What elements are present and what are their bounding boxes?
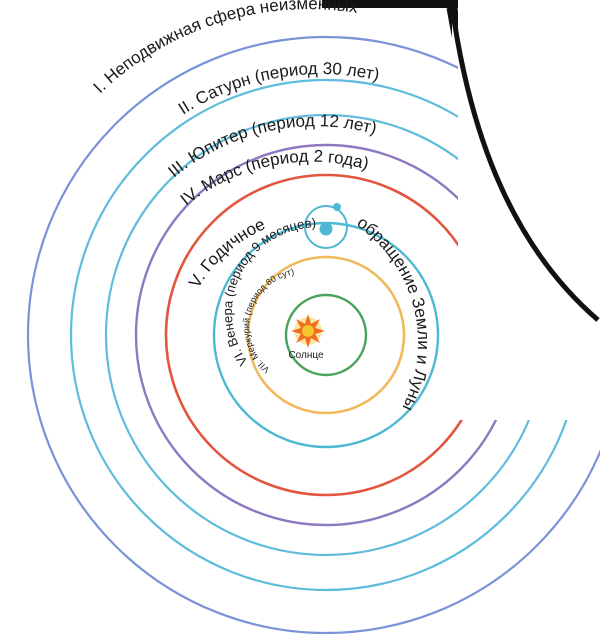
label-earth-part2: обращение Земли и Луны	[354, 213, 433, 414]
top-black-tab	[322, 0, 458, 8]
sun-orbit	[284, 293, 368, 377]
orbit-fixed-stars	[26, 35, 600, 635]
sun	[291, 314, 325, 348]
earth-dot	[319, 222, 333, 236]
sun-core	[302, 325, 314, 337]
orbit-mercury	[246, 255, 406, 415]
outer-sphere-arc-front	[449, 5, 600, 322]
moon-dot	[333, 203, 341, 211]
right-mask	[458, 0, 600, 420]
sun-label: Солнце	[288, 350, 324, 361]
moon-orbit	[304, 205, 348, 249]
